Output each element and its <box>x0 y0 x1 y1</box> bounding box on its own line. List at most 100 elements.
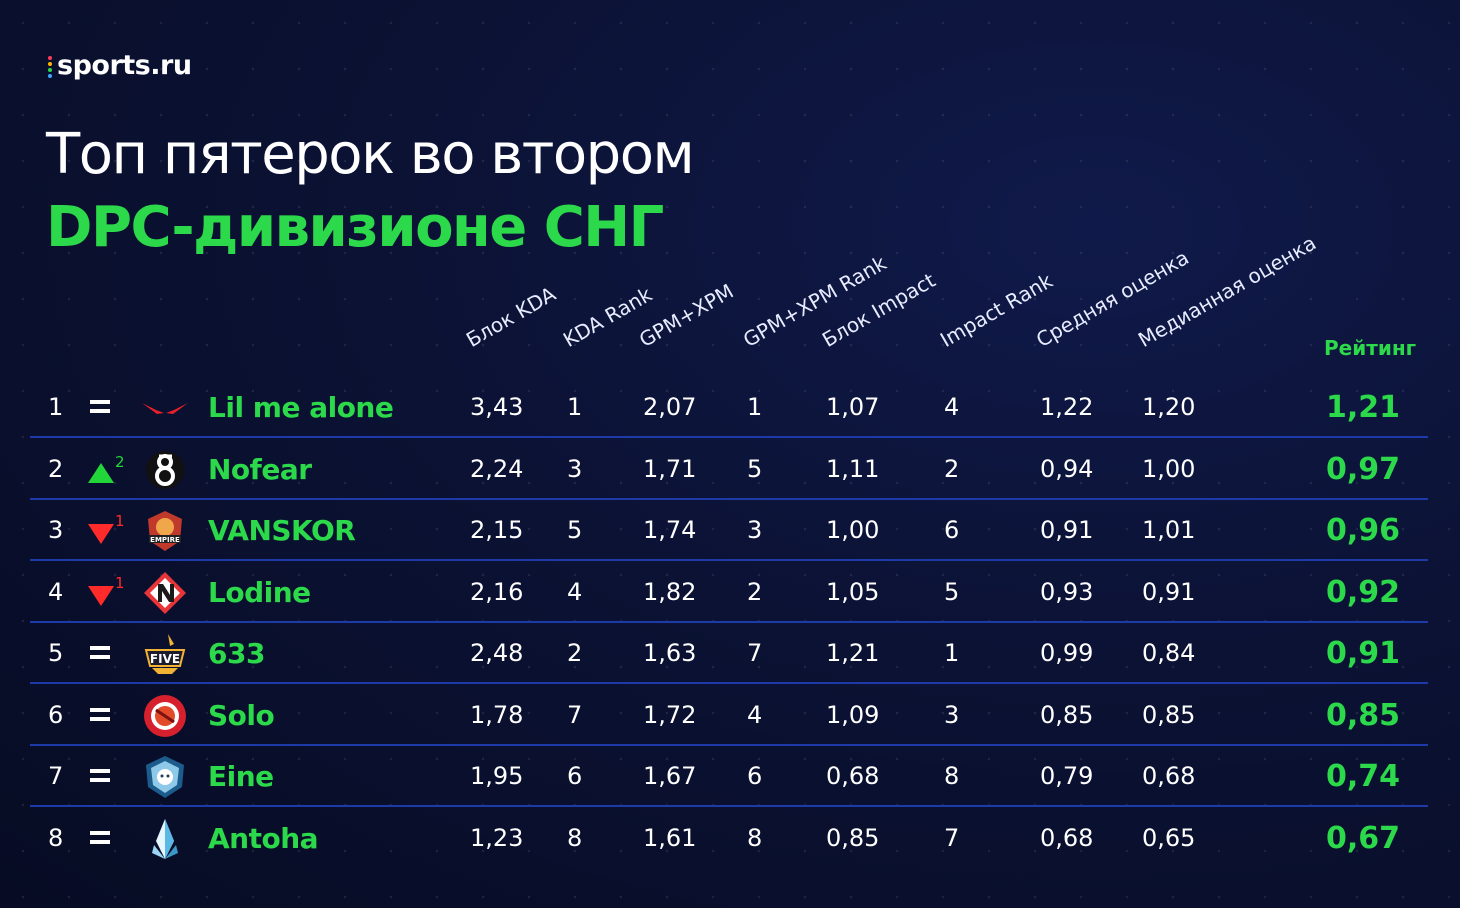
rank-cell: 2 <box>48 454 64 483</box>
page-title-line2: DPC-дивизионе СНГ <box>46 195 664 260</box>
team-name: Eine <box>208 760 274 793</box>
logo-text: sports.ru <box>57 50 192 81</box>
rating-cell: 0,92 <box>1325 574 1400 610</box>
value-cell: 1,00 <box>826 516 880 544</box>
row-separator <box>30 620 1428 623</box>
table-row: 7 Eine 1,95 6 1,67 6 0,68 8 0,79 0,68 0,74 <box>30 746 1428 807</box>
value-cell: 8 <box>567 823 583 852</box>
value-cell: 5 <box>944 577 960 606</box>
no-change-icon <box>86 391 126 425</box>
row-separator <box>30 497 1428 500</box>
value-cell: 1,74 <box>643 516 697 544</box>
value-cell: 4 <box>944 393 960 421</box>
value-cell: 1,78 <box>470 700 524 729</box>
team-name: Solo <box>208 698 275 732</box>
value-cell: 8 <box>944 762 960 790</box>
value-cell: 1 <box>567 393 583 421</box>
rating-cell: 0,74 <box>1325 759 1400 794</box>
rank-cell: 6 <box>48 700 64 729</box>
svg-text:1: 1 <box>115 576 125 592</box>
value-cell: 6 <box>944 516 960 544</box>
value-cell: 3 <box>567 454 583 483</box>
value-cell: 2,15 <box>470 516 524 544</box>
value-cell: 0,68 <box>826 762 880 790</box>
svg-text:EMPIRE: EMPIRE <box>150 536 180 544</box>
logo-dot <box>48 55 52 60</box>
row-separator <box>30 743 1428 746</box>
team-name: 633 <box>208 637 265 670</box>
value-cell: 0,85 <box>826 823 880 852</box>
nofear-eight-logo-icon <box>142 448 188 492</box>
svg-text:2: 2 <box>115 453 125 471</box>
rank-cell: 7 <box>48 762 64 790</box>
value-cell: 0,94 <box>1040 454 1094 483</box>
down-arrow-icon: 1 <box>86 512 126 548</box>
value-cell: 4 <box>567 577 583 606</box>
bear-shield-logo-icon <box>142 755 188 799</box>
rating-cell: 0,96 <box>1325 513 1400 548</box>
svg-text:1: 1 <box>115 514 125 530</box>
value-cell: 1,72 <box>643 700 697 729</box>
sports-ru-logo: sports.ru <box>48 50 192 81</box>
value-cell: 0,91 <box>1040 516 1094 544</box>
logo-dot <box>48 73 52 78</box>
table-row: 6 Solo 1,78 7 1,72 4 1,09 3 0,85 0,85 0,85 <box>30 685 1428 746</box>
value-cell: 1,22 <box>1040 393 1094 421</box>
value-cell: 1,61 <box>643 823 697 852</box>
table-row: 8 Antoha 1,23 8 1,61 8 0,85 7 0,68 0,65 0,67 <box>30 808 1428 869</box>
row-separator <box>30 805 1428 807</box>
value-cell: 6 <box>747 762 763 790</box>
team-name: Lil me alone <box>208 391 394 424</box>
table-row: 2 2 Nofear 2,24 3 1,71 5 1,11 2 0,94 1,00 0,97 <box>30 439 1428 500</box>
table-row: 3 1 EMPIRE VANSKOR 2,15 5 1,74 3 1,00 6 0,91 1,01 0,… <box>30 500 1428 561</box>
rank-cell: 4 <box>48 577 64 606</box>
rank-cell: 5 <box>48 639 64 667</box>
value-cell: 0,65 <box>1142 823 1196 852</box>
value-cell: 1,95 <box>470 762 524 790</box>
value-cell: 1,01 <box>1142 516 1196 544</box>
rating-header: Рейтинг <box>1324 336 1417 360</box>
value-cell: 1,05 <box>826 577 880 606</box>
value-cell: 2,16 <box>470 577 524 606</box>
value-cell: 2 <box>747 577 763 606</box>
value-cell: 0,93 <box>1040 577 1094 606</box>
team-name: Nofear <box>208 452 312 486</box>
value-cell: 8 <box>747 823 763 852</box>
rank-cell: 1 <box>48 393 64 421</box>
value-cell: 1 <box>944 639 960 667</box>
navi-logo-icon <box>142 571 188 615</box>
up-arrow-icon: 2 <box>86 453 126 487</box>
value-cell: 0,79 <box>1040 762 1094 790</box>
red-wings-logo-icon <box>142 386 188 430</box>
down-arrow-icon: 1 <box>86 574 126 610</box>
value-cell: 1,67 <box>643 762 697 790</box>
red-circle-logo-icon <box>142 694 188 738</box>
rank-cell: 8 <box>48 823 64 852</box>
value-cell: 0,85 <box>1142 700 1196 729</box>
table-row: 5 FIVE 633 2,48 2 1,63 7 1,21 1 0,99 0,84 0,91 <box>30 623 1428 684</box>
five-logo-icon: FIVE <box>142 632 188 676</box>
value-cell: 1 <box>747 393 763 421</box>
value-cell: 2 <box>567 639 583 667</box>
logo-dot <box>48 61 52 66</box>
rating-cell: 0,67 <box>1325 820 1400 856</box>
logo-dot <box>48 67 52 72</box>
no-change-icon <box>86 637 126 671</box>
rank-cell: 3 <box>48 516 64 544</box>
value-cell: 1,07 <box>826 393 880 421</box>
rating-cell: 0,97 <box>1325 451 1400 487</box>
value-cell: 0,91 <box>1142 577 1196 606</box>
value-cell: 2,48 <box>470 639 524 667</box>
value-cell: 1,71 <box>643 454 697 483</box>
value-cell: 2 <box>944 454 960 483</box>
no-change-icon <box>86 822 126 856</box>
value-cell: 5 <box>747 454 763 483</box>
logo-dots-icon <box>48 55 52 78</box>
team-name: Antoha <box>208 821 319 855</box>
rating-cell: 1,21 <box>1325 390 1400 425</box>
value-cell: 1,20 <box>1142 393 1196 421</box>
value-cell: 2,07 <box>643 393 697 421</box>
no-change-icon <box>86 699 126 733</box>
row-separator <box>30 559 1428 561</box>
